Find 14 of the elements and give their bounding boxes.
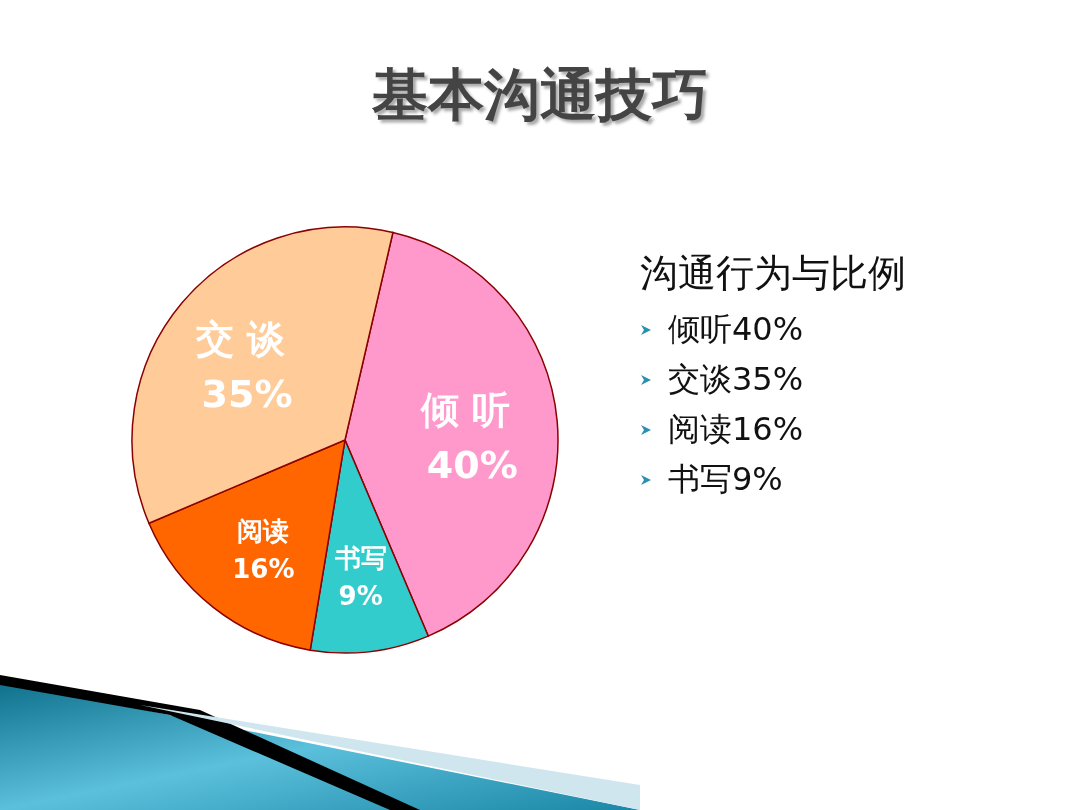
text: 阅读16% xyxy=(668,409,804,450)
data-label: 16% xyxy=(232,553,295,584)
chart-title: 基本沟通技巧 xyxy=(371,61,709,129)
text: 书写9% xyxy=(668,459,783,500)
data-label: 9% xyxy=(338,580,383,611)
slice-label: 书写 xyxy=(333,543,387,574)
text: 交谈35% xyxy=(668,359,804,400)
text: 沟通行为与比例 xyxy=(640,250,906,297)
slice-label: 交谈 xyxy=(194,317,299,362)
text: 倾听40% xyxy=(668,309,804,350)
data-label: 40% xyxy=(426,443,518,488)
slice-label: 倾听 xyxy=(420,388,524,433)
slice-label: 阅读 xyxy=(237,515,290,546)
data-label: 35% xyxy=(201,372,293,417)
